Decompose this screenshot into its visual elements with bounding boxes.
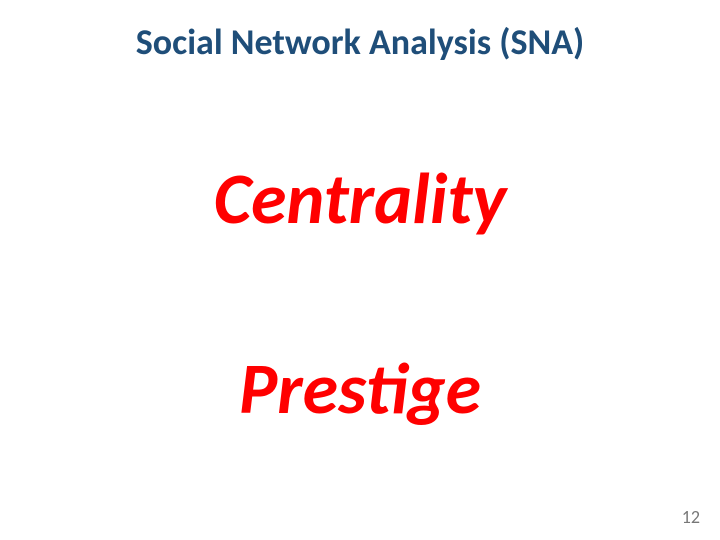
page-number: 12: [682, 506, 700, 528]
concept-centrality: Centrality: [0, 155, 720, 243]
concept-prestige: Prestige: [0, 345, 720, 433]
slide-title: Social Network Analysis (SNA): [0, 20, 720, 64]
